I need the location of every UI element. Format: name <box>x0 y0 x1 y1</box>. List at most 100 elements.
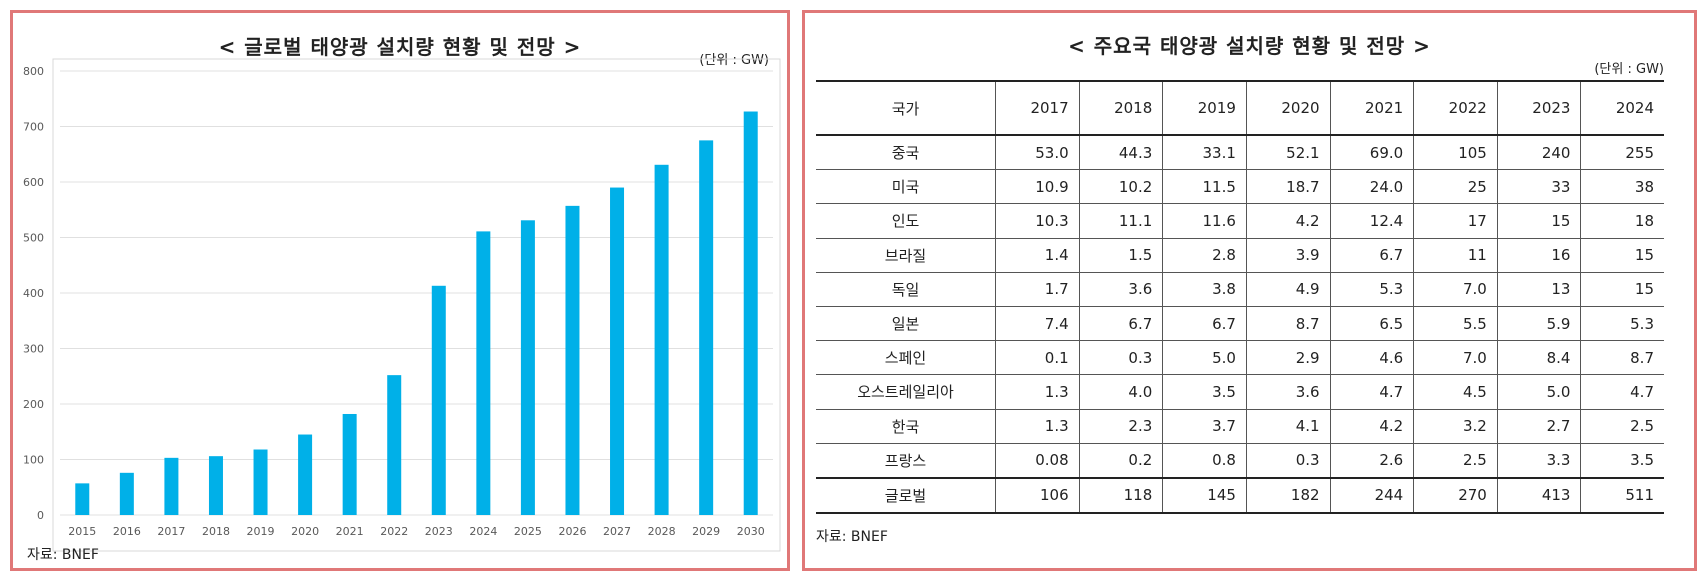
install-value: 182 <box>1246 476 1331 515</box>
bar-2030 <box>743 111 758 515</box>
y-tick-label: 600 <box>23 176 44 189</box>
install-value: 270 <box>1413 476 1498 515</box>
header-year: 2018 <box>1079 80 1164 136</box>
table-row: 글로벌 106 118 145 182 244 270 413 511 <box>816 476 1664 515</box>
install-value: 2.5 <box>1580 409 1664 444</box>
bar-2027 <box>610 187 625 516</box>
install-value: 0.3 <box>1246 443 1331 479</box>
install-value: 4.0 <box>1079 374 1164 410</box>
install-value: 4.6 <box>1330 340 1415 376</box>
install-value: 105 <box>1413 135 1498 171</box>
install-value: 0.2 <box>1079 443 1164 479</box>
install-value: 52.1 <box>1246 135 1331 171</box>
install-value: 106 <box>995 476 1080 515</box>
table-row: 스페인 0.1 0.3 5.0 2.9 4.6 7.0 8.4 8.7 <box>816 340 1664 376</box>
table-header-row: 국가 2017 2018 2019 2020 2021 2022 2023 2024 <box>816 80 1664 136</box>
table-row: 프랑스 0.08 0.2 0.8 0.3 2.6 2.5 3.3 3.5 <box>816 443 1664 479</box>
table-source: 자료: BNEF <box>816 529 888 545</box>
install-value: 18.7 <box>1246 169 1331 205</box>
install-value: 10.9 <box>995 169 1080 205</box>
bar-2023 <box>431 285 446 515</box>
x-tick-label: 2025 <box>514 525 542 538</box>
install-value: 1.5 <box>1079 238 1164 273</box>
bar-2028 <box>654 164 669 516</box>
install-value: 3.7 <box>1162 409 1247 444</box>
x-tick-label: 2021 <box>336 525 364 538</box>
install-value: 6.7 <box>1162 306 1247 342</box>
header-year: 2017 <box>995 80 1080 136</box>
x-tick-label: 2020 <box>291 525 319 538</box>
y-tick-label: 700 <box>23 121 44 134</box>
install-value: 15 <box>1497 203 1582 239</box>
header-year: 2022 <box>1413 80 1498 136</box>
install-value: 33 <box>1497 169 1582 205</box>
bar-2017 <box>164 457 179 515</box>
install-value: 4.2 <box>1246 203 1331 239</box>
install-value: 4.7 <box>1330 374 1415 410</box>
install-value: 240 <box>1497 135 1582 171</box>
y-tick-label: 0 <box>37 509 44 522</box>
install-value: 1.3 <box>995 374 1080 410</box>
country-table-panel: < 주요국 태양광 설치량 현황 및 전망 > (단위 : GW) 국가 2017… <box>802 10 1697 571</box>
install-value: 145 <box>1162 476 1247 515</box>
country-name: 미국 <box>816 169 996 205</box>
x-tick-label: 2027 <box>603 525 631 538</box>
install-value: 0.8 <box>1162 443 1247 479</box>
install-value: 11 <box>1413 238 1498 273</box>
header-year: 2021 <box>1330 80 1415 136</box>
chart-title: < 글로벌 태양광 설치량 현황 및 전망 > <box>218 35 582 59</box>
x-tick-label: 2017 <box>157 525 185 538</box>
install-value: 5.0 <box>1497 374 1582 410</box>
install-value: 3.8 <box>1162 272 1247 307</box>
y-tick-label: 300 <box>23 343 44 356</box>
bar-2021 <box>342 413 357 515</box>
country-name: 프랑스 <box>816 443 996 479</box>
country-name: 글로벌 <box>816 476 996 515</box>
country-name: 일본 <box>816 306 996 342</box>
table-unit: (단위 : GW) <box>1594 62 1664 77</box>
install-value: 8.7 <box>1580 340 1664 376</box>
x-tick-label: 2019 <box>247 525 275 538</box>
header-country: 국가 <box>816 80 996 136</box>
install-value: 11.6 <box>1162 203 1247 239</box>
install-value: 3.3 <box>1497 443 1582 479</box>
install-value: 511 <box>1580 476 1664 515</box>
install-value: 18 <box>1580 203 1664 239</box>
install-value: 44.3 <box>1079 135 1164 171</box>
y-tick-label: 200 <box>23 398 44 411</box>
install-value: 7.0 <box>1413 340 1498 376</box>
y-tick-label: 100 <box>23 454 44 467</box>
bar-2025 <box>520 220 535 516</box>
install-value: 3.5 <box>1162 374 1247 410</box>
y-tick-label: 800 <box>23 65 44 78</box>
x-tick-label: 2028 <box>648 525 676 538</box>
install-value: 2.8 <box>1162 238 1247 273</box>
install-value: 6.5 <box>1330 306 1415 342</box>
install-value: 4.5 <box>1413 374 1498 410</box>
bar-2015 <box>75 483 90 515</box>
table-title: < 주요국 태양광 설치량 현황 및 전망 > <box>1068 34 1431 58</box>
country-name: 독일 <box>816 272 996 307</box>
country-name: 오스트레일리아 <box>816 374 996 410</box>
install-value: 1.3 <box>995 409 1080 444</box>
table-row: 독일 1.7 3.6 3.8 4.9 5.3 7.0 13 15 <box>816 272 1664 307</box>
install-value: 4.9 <box>1246 272 1331 307</box>
bar-2016 <box>119 472 134 515</box>
install-value: 3.6 <box>1079 272 1164 307</box>
country-name: 한국 <box>816 409 996 444</box>
install-value: 5.5 <box>1413 306 1498 342</box>
global-chart-panel: < 글로벌 태양광 설치량 현황 및 전망 > (단위 : GW) 0 100 20… <box>10 10 790 571</box>
x-tick-label: 2018 <box>202 525 230 538</box>
table-row: 오스트레일리아 1.3 4.0 3.5 3.6 4.7 4.5 5.0 4.7 <box>816 374 1664 410</box>
install-value: 11.5 <box>1162 169 1247 205</box>
install-value: 5.0 <box>1162 340 1247 376</box>
x-tick-label: 2023 <box>425 525 453 538</box>
install-value: 10.2 <box>1079 169 1164 205</box>
install-value: 15 <box>1580 272 1664 307</box>
install-value: 4.1 <box>1246 409 1331 444</box>
plot-area <box>52 58 781 552</box>
install-value: 2.5 <box>1413 443 1498 479</box>
bar-2026 <box>565 205 580 516</box>
install-value: 6.7 <box>1330 238 1415 273</box>
y-tick-label: 500 <box>23 232 44 245</box>
